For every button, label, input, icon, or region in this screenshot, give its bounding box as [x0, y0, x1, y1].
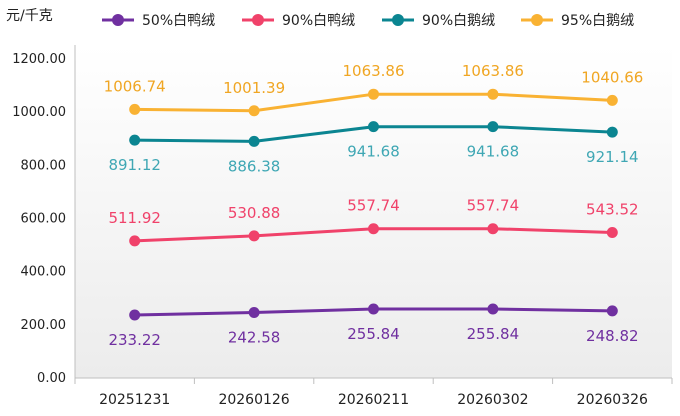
data-label: 255.84: [347, 325, 400, 343]
data-point: [368, 88, 379, 100]
data-point: [487, 223, 499, 235]
series-group: 1006.74 1001.39 1063.86 1063.86 1040.66: [104, 62, 643, 117]
series-group: 233.22 242.58 255.84 255.84 248.82: [108, 303, 639, 349]
legend-marker: [531, 14, 543, 26]
data-label: 1001.39: [223, 79, 285, 97]
data-label: 921.14: [586, 148, 639, 166]
data-label: 1006.74: [104, 77, 166, 95]
legend-label: 95%白鹅绒: [561, 12, 634, 29]
data-point: [248, 135, 260, 147]
data-point: [487, 303, 499, 315]
y-tick-label: 1200.00: [12, 52, 66, 67]
legend-marker: [392, 14, 404, 26]
legend: 50%白鸭绒 90%白鸭绒 90%白鹅绒 95%白鹅绒: [102, 12, 634, 29]
legend-label: 90%白鹅绒: [422, 12, 495, 29]
y-tick-label: 0.00: [37, 371, 66, 386]
legend-item: 90%白鹅绒: [382, 12, 495, 29]
legend-item: 50%白鸭绒: [102, 13, 215, 29]
data-label: 530.88: [228, 204, 281, 222]
data-point: [248, 307, 260, 319]
legend-marker: [112, 14, 124, 26]
data-label: 891.12: [108, 156, 161, 174]
data-point: [606, 94, 618, 106]
data-point: [606, 126, 618, 138]
data-label: 242.58: [228, 329, 281, 347]
x-tick-label: 20260126: [218, 392, 289, 408]
x-tick-label: 20260211: [338, 392, 409, 408]
data-label: 557.74: [467, 197, 520, 215]
data-point: [487, 88, 499, 100]
data-label: 248.82: [586, 327, 639, 345]
data-label: 941.68: [467, 143, 520, 161]
data-point: [129, 235, 141, 247]
y-tick-label: 400.00: [21, 265, 67, 280]
legend-label: 90%白鸭绒: [282, 13, 355, 29]
data-point: [606, 305, 618, 317]
data-point: [248, 105, 260, 117]
data-label: 941.68: [347, 143, 400, 161]
series-group: 511.92 530.88 557.74 557.74 543.52: [108, 197, 639, 247]
x-tick-label: 20260302: [457, 392, 528, 408]
data-point: [368, 121, 379, 133]
series-layer: 233.22 242.58 255.84 255.84 248.82 511.92 530.…: [104, 62, 644, 349]
data-label: 233.22: [108, 331, 161, 349]
legend-item: 90%白鸭绒: [242, 13, 355, 29]
y-tick-label: 800.00: [21, 158, 67, 173]
x-tick-label: 20260326: [577, 392, 648, 408]
data-label: 511.92: [108, 209, 161, 227]
data-point: [129, 103, 141, 115]
axes: 0.00 200.00 400.00 600.00 800.00 1000.00 1200.…: [12, 45, 673, 408]
data-label: 1063.86: [462, 62, 524, 80]
y-unit-label: 元/千克: [6, 8, 53, 24]
x-tick-label: 20251231: [99, 392, 170, 408]
data-label: 543.52: [586, 201, 639, 219]
legend-item: 95%白鹅绒: [521, 12, 634, 29]
data-point: [129, 134, 141, 146]
series-group: 891.12 886.38 941.68 941.68 921.14: [108, 121, 639, 175]
data-point: [129, 309, 141, 321]
plot-background: [75, 45, 672, 378]
data-label: 557.74: [347, 197, 400, 215]
data-point: [487, 121, 499, 133]
legend-marker: [252, 14, 264, 26]
data-point: [606, 227, 618, 239]
y-tick-label: 600.00: [21, 212, 67, 227]
data-point: [248, 230, 260, 242]
y-tick-label: 200.00: [21, 318, 67, 333]
data-label: 1063.86: [342, 62, 404, 80]
legend-label: 50%白鸭绒: [142, 13, 215, 29]
data-label: 886.38: [228, 157, 281, 175]
data-point: [368, 303, 379, 315]
data-point: [368, 223, 379, 235]
data-label: 1040.66: [581, 68, 643, 86]
data-label: 255.84: [467, 325, 520, 343]
y-tick-label: 1000.00: [12, 105, 66, 120]
